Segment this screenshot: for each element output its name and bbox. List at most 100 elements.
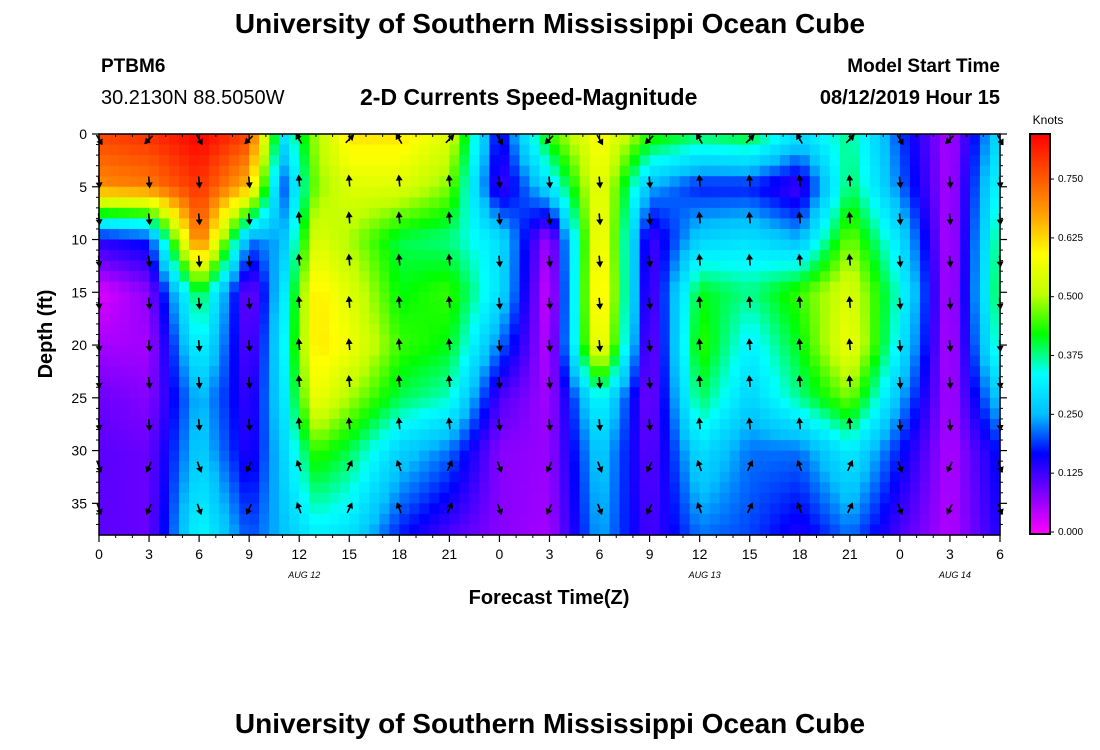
heatmap-cell (699, 155, 711, 167)
heatmap-cell (509, 450, 521, 462)
y-axis-label: Depth (ft) (35, 290, 57, 379)
heatmap-cell (289, 271, 300, 283)
vector-arrow-head (245, 261, 253, 268)
heatmap-cell (719, 144, 731, 156)
heatmap-cell (899, 302, 911, 314)
heatmap-cell (929, 250, 941, 262)
vector-arrow-head (847, 502, 854, 510)
heatmap-cell (819, 345, 831, 357)
vector-arrow-head (646, 261, 654, 268)
heatmap-cell (419, 207, 430, 220)
heatmap-cell (919, 186, 931, 198)
heatmap-cell (159, 250, 170, 262)
heatmap-cell (979, 313, 991, 325)
heatmap-cell (899, 155, 911, 167)
heatmap-cell (989, 429, 1001, 441)
heatmap-cell (609, 207, 621, 220)
heatmap-cell (209, 471, 220, 483)
heatmap-cell (519, 144, 531, 156)
heatmap-cell (349, 186, 360, 198)
heatmap-cell (109, 471, 120, 483)
heatmap-cell (589, 450, 601, 462)
heatmap-cell (369, 165, 380, 177)
heatmap-cell (229, 376, 240, 388)
heatmap-cell (489, 228, 501, 241)
heatmap-cell (229, 239, 240, 251)
heatmap-cell (159, 197, 170, 209)
heatmap-cell (259, 155, 270, 167)
heatmap-cell (989, 450, 1001, 462)
heatmap-cell (209, 397, 220, 409)
heatmap-cell (119, 345, 130, 357)
heatmap-cell (289, 313, 300, 325)
heatmap-cell (479, 471, 491, 483)
heatmap-cell (719, 345, 731, 357)
heatmap-cell (459, 440, 471, 452)
heatmap-cell (739, 218, 751, 230)
heatmap-cell (839, 292, 851, 304)
heatmap-cell (729, 376, 741, 388)
heatmap-cell (519, 513, 531, 526)
heatmap-cell (439, 397, 450, 409)
vector-arrow (496, 297, 503, 310)
heatmap-cell (889, 355, 901, 367)
heatmap-cell (559, 281, 571, 293)
heatmap-cell (989, 513, 1001, 526)
heatmap-cell (129, 134, 140, 146)
heatmap-cell (739, 334, 751, 346)
heatmap-cell (419, 292, 430, 304)
heatmap-cell (229, 186, 240, 198)
heatmap-cell (339, 218, 350, 230)
heatmap-cell (119, 186, 130, 198)
vector-arrow-head (746, 338, 754, 345)
vector-arrow-head (496, 424, 503, 432)
heatmap-cell (609, 323, 621, 336)
heatmap-cell (209, 482, 220, 494)
heatmap-cell (349, 503, 360, 515)
vector-arrow-head (145, 219, 153, 226)
heatmap-cell (789, 345, 801, 357)
heatmap-cell (199, 155, 210, 167)
heatmap-cell (679, 218, 691, 230)
heatmap-cell (919, 155, 931, 167)
heatmap-cell (239, 144, 250, 156)
vector-arrow (345, 338, 353, 351)
heatmap-cell (979, 165, 991, 177)
heatmap-cell (969, 492, 981, 504)
vector-arrow-head (295, 502, 303, 509)
heatmap-cell (659, 134, 671, 146)
heatmap-cell (669, 260, 681, 272)
heatmap-cell (759, 345, 771, 357)
heatmap-cell (439, 366, 450, 378)
vector-arrow (195, 255, 203, 268)
heatmap-cell (639, 176, 651, 188)
heatmap-cell (439, 503, 450, 515)
heatmap-cell (439, 281, 450, 293)
heatmap-cell (469, 387, 481, 399)
vector-arrow-head (546, 424, 554, 432)
heatmap-cell (719, 397, 731, 409)
vector-arrow (946, 297, 954, 310)
heatmap-cell (149, 144, 160, 156)
heatmap-cell (599, 197, 611, 209)
heatmap-cell (879, 197, 891, 209)
heatmap-cell (369, 260, 380, 272)
heatmap-cell (569, 134, 581, 146)
heatmap-cell (249, 513, 260, 526)
heatmap-cell (219, 345, 230, 357)
heatmap-cell (229, 513, 240, 526)
heatmap-cell (749, 323, 761, 336)
heatmap-cell (779, 271, 791, 283)
vector-arrow-head (746, 502, 754, 510)
heatmap-cell (749, 418, 761, 431)
heatmap-cell (189, 271, 200, 283)
heatmap-cell (529, 492, 541, 504)
heatmap-cell (899, 355, 911, 367)
heatmap-cell (909, 376, 921, 388)
heatmap-cell (699, 461, 711, 473)
heatmap-cell (789, 239, 801, 251)
heatmap-cell (219, 313, 230, 325)
heatmap-cell (539, 355, 551, 367)
heatmap-cell (119, 207, 130, 220)
